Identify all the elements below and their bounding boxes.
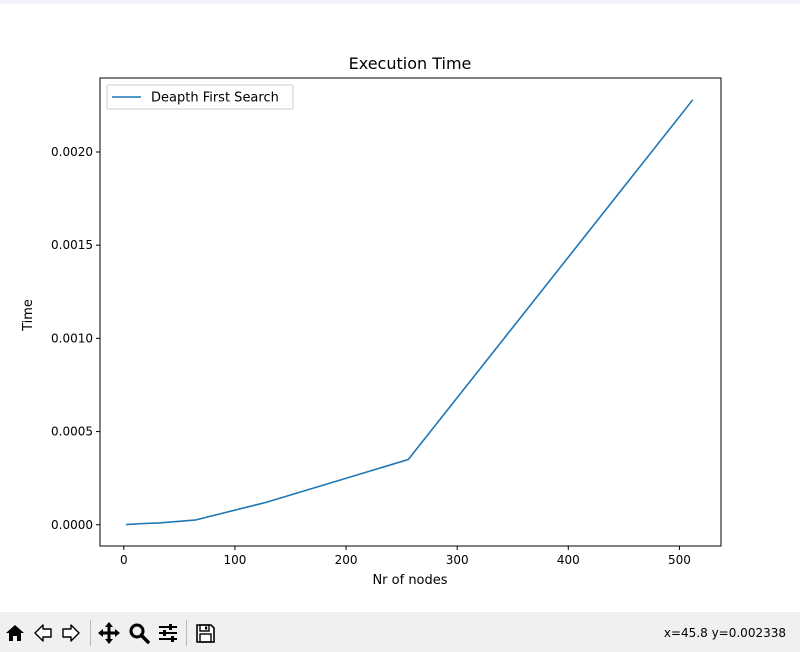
y-tick-label: 0.0010: [51, 331, 93, 345]
x-tick-label: 500: [668, 553, 691, 567]
pan-button[interactable]: [96, 620, 122, 646]
cursor-coordinates: x=45.8 y=0.002338: [663, 626, 786, 640]
y-tick-label: 0.0020: [51, 145, 93, 159]
configure-subplots-button[interactable]: [155, 620, 181, 646]
y-tick-label: 0.0015: [51, 238, 93, 252]
x-tick-label: 0: [120, 553, 128, 567]
forward-button[interactable]: [58, 620, 84, 646]
axes-frame: [99, 77, 722, 547]
y-tick-label: 0.0000: [51, 518, 93, 532]
x-tick-label: 300: [446, 553, 469, 567]
y-axis-label: Time: [21, 299, 36, 332]
save-button[interactable]: [192, 620, 218, 646]
navigation-toolbar: x=45.8 y=0.002338: [0, 612, 800, 652]
legend-box: [106, 84, 294, 110]
line-chart: Execution Time 0 100 200 300 400 500 0.0000 0.0…: [21, 54, 722, 588]
x-tick-label: 400: [557, 553, 580, 567]
sliders-icon: [159, 624, 177, 642]
floppy-disk-icon: [196, 624, 215, 643]
back-button[interactable]: [30, 620, 56, 646]
toolbar-separator: [90, 620, 91, 646]
series-line: [125, 99, 694, 526]
home-icon: [6, 625, 24, 641]
zoom-button[interactable]: [126, 620, 152, 646]
magnifier-icon: [129, 623, 150, 644]
move-icon: [98, 622, 120, 644]
arrow-right-icon: [62, 624, 80, 642]
figure-canvas[interactable]: Execution Time 0 100 200 300 400 500 0.0000 0.0…: [0, 4, 800, 612]
legend: Deapth First Search: [106, 84, 294, 110]
window-top-edge: [0, 0, 800, 4]
y-tick-label: 0.0005: [51, 425, 93, 439]
toolbar-separator: [186, 620, 187, 646]
x-axis-label: Nr of nodes: [372, 573, 447, 588]
chart-title: Execution Time: [349, 54, 472, 73]
x-tick-label: 100: [223, 553, 246, 567]
home-button[interactable]: [2, 620, 28, 646]
plot-area: 0 100 200 300 400 500 0.0000 0.0005 0.0010 0.0015…: [51, 77, 722, 567]
arrow-left-icon: [34, 624, 52, 642]
legend-label: Deapth First Search: [151, 91, 279, 106]
x-tick-label: 200: [335, 553, 358, 567]
